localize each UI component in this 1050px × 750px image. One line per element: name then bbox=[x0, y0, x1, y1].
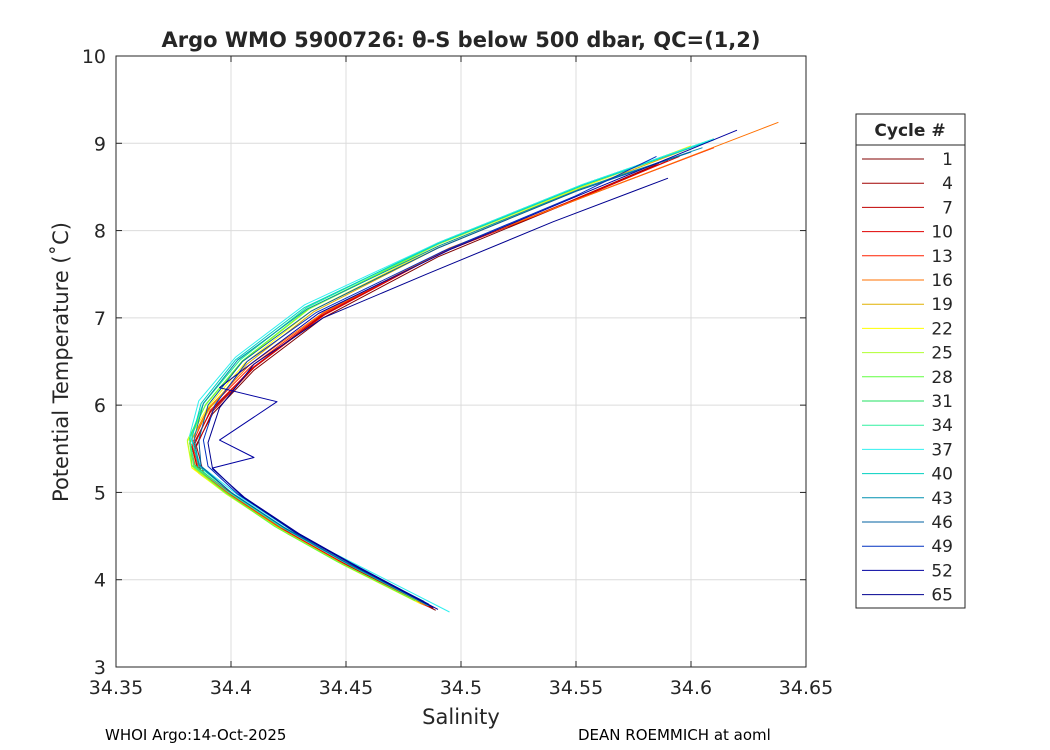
y-tick-label: 6 bbox=[94, 395, 106, 417]
x-tick-label: 34.35 bbox=[89, 677, 143, 699]
legend-label-cycle-34: 34 bbox=[931, 416, 953, 436]
grid bbox=[116, 56, 806, 667]
chart-title: Argo WMO 5900726: θ-S below 500 dbar, QC… bbox=[162, 28, 761, 52]
legend-label-cycle-40: 40 bbox=[931, 465, 953, 485]
y-tick-label: 9 bbox=[94, 133, 106, 155]
y-tick-label: 10 bbox=[82, 46, 106, 68]
y-tick-label: 5 bbox=[94, 482, 106, 504]
legend-label-cycle-43: 43 bbox=[931, 489, 953, 509]
legend-label-cycle-31: 31 bbox=[931, 392, 953, 412]
y-tick-label: 3 bbox=[94, 657, 106, 679]
legend-label-cycle-1: 1 bbox=[942, 150, 953, 170]
legend-label-cycle-16: 16 bbox=[931, 271, 953, 291]
legend-label-cycle-65: 65 bbox=[931, 586, 953, 606]
legend-title: Cycle # bbox=[874, 121, 945, 141]
x-tick-label: 34.5 bbox=[440, 677, 482, 699]
x-ticks: 34.35 34.4 34.45 34.5 34.55 34.6 34.65 bbox=[89, 56, 833, 699]
legend-label-cycle-4: 4 bbox=[942, 174, 953, 194]
legend-label-cycle-10: 10 bbox=[931, 223, 953, 243]
footer-right: DEAN ROEMMICH at aoml bbox=[578, 726, 771, 744]
series-line-cycle-52 bbox=[212, 129, 738, 609]
x-tick-label: 34.4 bbox=[210, 677, 252, 699]
legend-label-cycle-19: 19 bbox=[931, 295, 953, 315]
legend-label-cycle-25: 25 bbox=[931, 344, 953, 364]
series-line-cycle-65 bbox=[207, 177, 669, 610]
legend-label-cycle-46: 46 bbox=[931, 513, 953, 533]
x-tick-label: 34.6 bbox=[670, 677, 712, 699]
x-tick-label: 34.55 bbox=[549, 677, 603, 699]
legend: Cycle # 1 4 7 10 13 16 19 22 25 28 31 34 37 40 43 46 49 5… bbox=[855, 113, 966, 609]
legend-label-cycle-22: 22 bbox=[931, 319, 953, 339]
x-axis-label: Salinity bbox=[422, 705, 500, 729]
legend-label-cycle-28: 28 bbox=[931, 368, 953, 388]
legend-label-cycle-52: 52 bbox=[931, 561, 953, 581]
y-tick-label: 7 bbox=[94, 308, 106, 330]
y-ticks: 3 4 5 6 7 8 9 10 bbox=[82, 46, 806, 679]
series-layer bbox=[186, 121, 779, 613]
series-line-cycle-46 bbox=[198, 151, 692, 602]
footer-left: WHOI Argo:14-Oct-2025 bbox=[105, 726, 286, 744]
legend-label-cycle-13: 13 bbox=[931, 247, 953, 267]
legend-items: 1 4 7 10 13 16 19 22 25 28 31 34 37 40 43 46 49 52 65 bbox=[862, 150, 953, 606]
legend-label-cycle-37: 37 bbox=[931, 440, 953, 460]
y-tick-label: 4 bbox=[94, 570, 106, 592]
legend-label-cycle-49: 49 bbox=[931, 537, 953, 557]
legend-box bbox=[855, 113, 966, 609]
y-axis-label: Potential Temperature (˚C) bbox=[49, 222, 73, 502]
x-tick-label: 34.45 bbox=[319, 677, 373, 699]
y-tick-label: 8 bbox=[94, 221, 106, 243]
legend-label-cycle-7: 7 bbox=[942, 198, 953, 218]
x-tick-label: 34.65 bbox=[779, 677, 833, 699]
